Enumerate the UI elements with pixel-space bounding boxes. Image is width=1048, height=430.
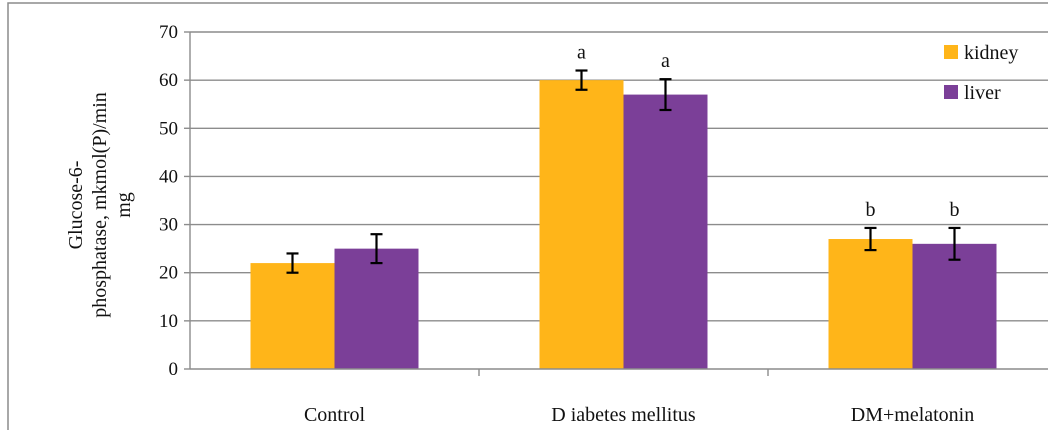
y-tick-labels: 0 10 20 30 40 50 60 70 [159, 22, 178, 380]
significance-label: b [866, 199, 876, 221]
legend-label-kidney: kidney [964, 42, 1018, 64]
y-tick-label: 30 [159, 215, 178, 236]
legend-swatch-kidney [944, 45, 958, 59]
y-tick-label: 60 [159, 70, 178, 91]
y-axis-title-line: mg [113, 192, 135, 218]
y-axis-title-line: Glucose-6- [65, 161, 87, 250]
error-bars [286, 69, 961, 274]
bars [250, 80, 997, 370]
bar-liver [334, 248, 419, 369]
bar-kidney [539, 80, 624, 370]
bar-liver [623, 94, 708, 369]
y-tick-label: 10 [159, 311, 178, 332]
significance-label: a [661, 50, 670, 72]
significance-labels: a a b b [577, 42, 959, 221]
legend: kidney liver [944, 42, 1018, 104]
y-tick-label: 20 [159, 263, 178, 284]
y-axis-title: Glucose-6- phosphatase, mkmol(P)/min mg [65, 92, 135, 318]
y-tick-label: 50 [159, 118, 178, 139]
bar-kidney [828, 239, 913, 369]
legend-swatch-liver [944, 85, 958, 99]
bar-kidney [250, 263, 335, 369]
bar-liver [912, 243, 997, 369]
category-label: Control [304, 404, 366, 426]
axes [184, 31, 1048, 376]
y-tick-label: 40 [159, 166, 178, 187]
category-label: DM+melatonin [851, 404, 975, 426]
category-label: D iabetes mellitus [551, 404, 696, 426]
y-axis-label: Glucose-6- phosphatase, mkmol(P)/min mg [65, 92, 135, 318]
y-axis-title-line: phosphatase, mkmol(P)/min [89, 92, 111, 318]
legend-label-liver: liver [964, 82, 1001, 104]
category-labels: Control D iabetes mellitus DM+melatonin [304, 404, 974, 426]
significance-label: b [950, 199, 960, 221]
significance-label: a [577, 42, 586, 64]
y-tick-label: 70 [159, 22, 178, 43]
y-tick-label: 0 [169, 359, 179, 380]
